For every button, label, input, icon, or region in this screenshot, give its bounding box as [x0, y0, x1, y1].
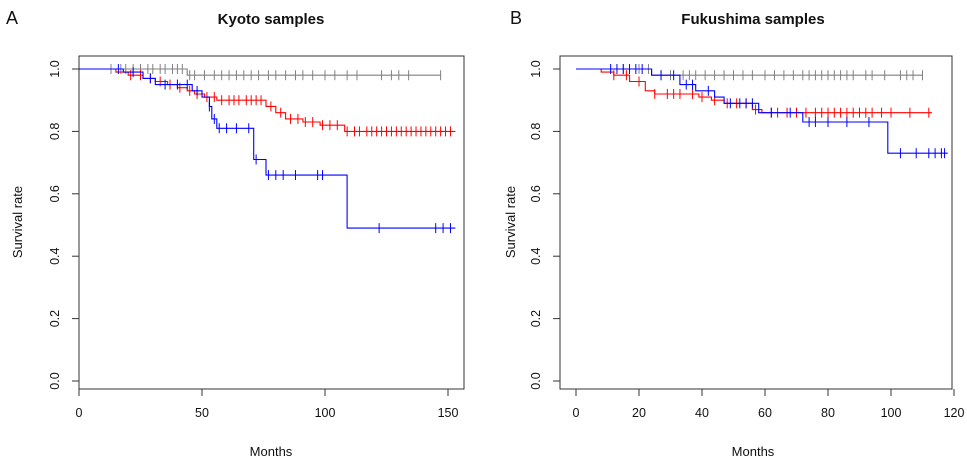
series-layer: [576, 64, 948, 159]
x-axis-label: Months: [250, 444, 293, 459]
y-tick-label: 0.4: [48, 247, 62, 264]
panel-letter-a: A: [6, 8, 18, 28]
x-tick-label: 100: [315, 406, 336, 420]
y-tick-label: 0.4: [529, 247, 543, 264]
y-axis-label: Survival rate: [10, 186, 25, 258]
panel-letter-b: B: [510, 8, 522, 28]
series-layer: [79, 64, 456, 234]
plot-frame: [78, 55, 465, 390]
y-tick-label: 0.0: [48, 372, 62, 389]
y-tick-label: 0.6: [529, 185, 543, 202]
y-axis: 0.0 0.2 0.4 0.6 0.8 1.0: [529, 60, 560, 390]
y-axis-label: Survival rate: [503, 186, 518, 258]
chart-title-fukushima: Fukushima samples: [681, 11, 824, 28]
fukushima-panel: B Fukushima samples Months Survival rate…: [484, 0, 967, 462]
fukushima-chart: B Fukushima samples Months Survival rate…: [503, 8, 965, 459]
y-tick-label: 0.2: [48, 310, 62, 327]
x-tick-label: 60: [758, 406, 772, 420]
y-tick-label: 0.8: [529, 123, 543, 140]
x-tick-label: 100: [881, 406, 902, 420]
y-tick-label: 1.0: [529, 60, 543, 77]
x-tick-label: 20: [632, 406, 646, 420]
x-tick-label: 0: [76, 406, 83, 420]
x-tick-label: 50: [195, 406, 209, 420]
x-tick-label: 120: [944, 406, 965, 420]
x-axis: 0 50 100 150: [76, 389, 459, 420]
x-tick-label: 150: [438, 406, 459, 420]
survival-curve: [576, 68, 948, 154]
survival-curve: [79, 68, 456, 229]
y-tick-label: 0.0: [529, 372, 543, 389]
y-tick-label: 0.8: [48, 123, 62, 140]
plot-frame: [559, 55, 953, 390]
kyoto-panel: A Kyoto samples Months Survival rate 0 50…: [0, 0, 483, 462]
kyoto-chart: A Kyoto samples Months Survival rate 0 50…: [6, 8, 465, 459]
survival-curve: [576, 68, 923, 76]
chart-title-kyoto: Kyoto samples: [218, 11, 325, 28]
y-axis: 0.0 0.2 0.4 0.6 0.8 1.0: [48, 60, 79, 390]
x-axis: 0 20 40 60 80 100 120: [573, 389, 965, 420]
x-tick-label: 0: [573, 406, 580, 420]
x-tick-label: 40: [695, 406, 709, 420]
x-axis-label: Months: [732, 444, 775, 459]
y-tick-label: 0.2: [529, 310, 543, 327]
y-tick-label: 1.0: [48, 60, 62, 77]
y-tick-label: 0.6: [48, 185, 62, 202]
x-tick-label: 80: [821, 406, 835, 420]
